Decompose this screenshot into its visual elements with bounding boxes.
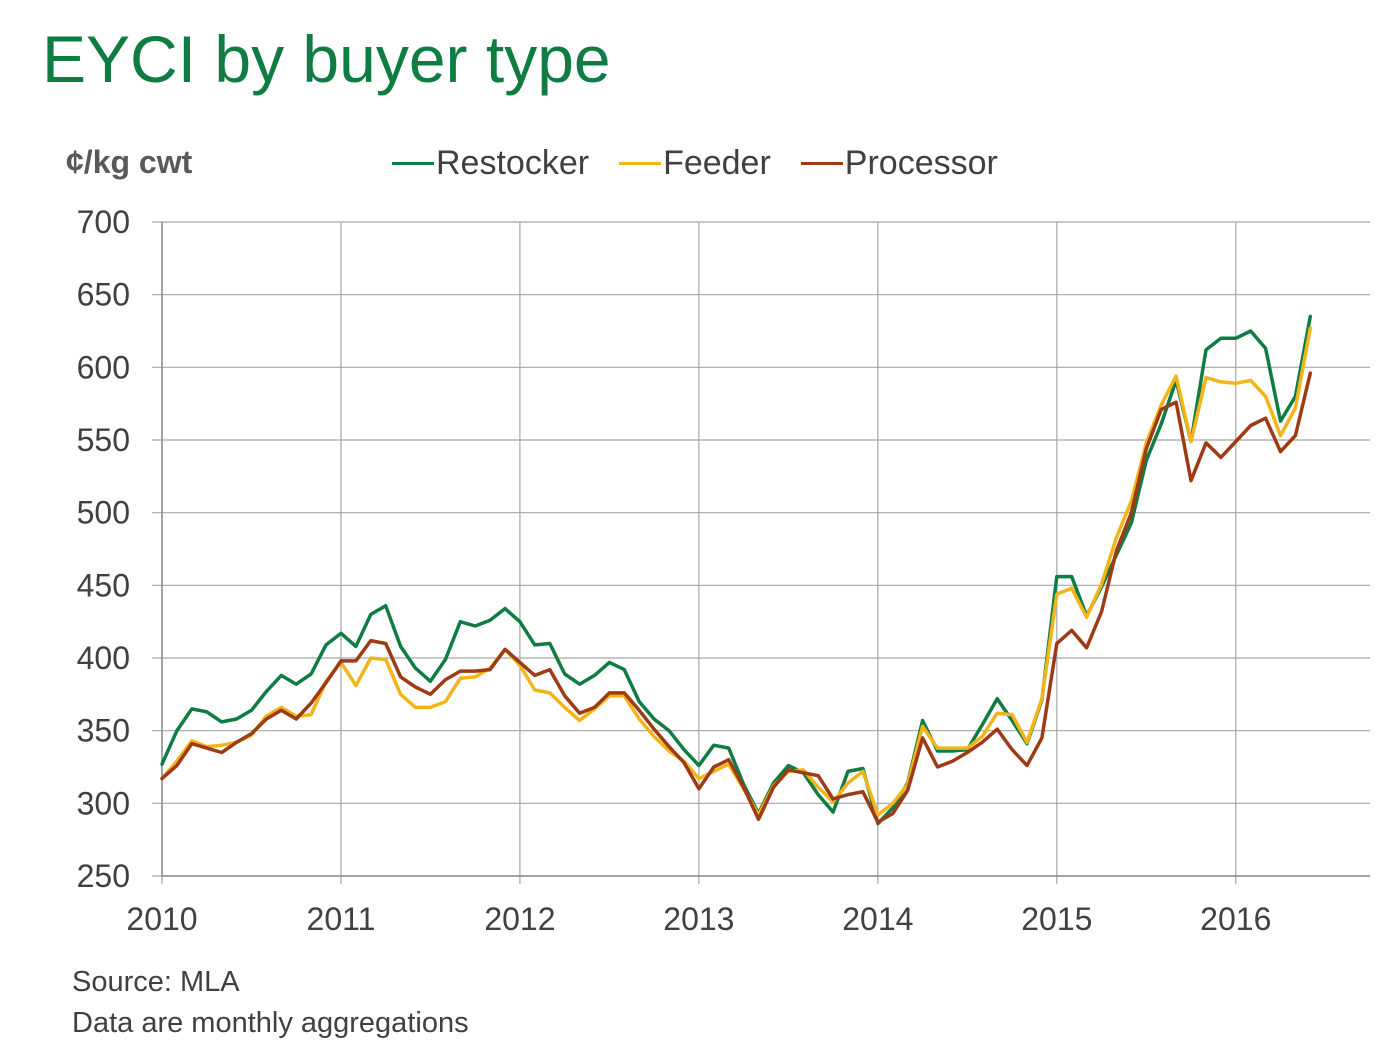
y-axis-ticks: 250 300 350 400 450 500 550 600 650 700 <box>77 204 130 894</box>
x-axis-ticks: 2010 2011 2012 2013 2014 2015 2016 <box>126 901 1271 937</box>
legend-item-processor: Processor <box>800 144 998 183</box>
x-tick-label: 2011 <box>307 901 376 937</box>
x-tick-label: 2015 <box>1021 901 1092 937</box>
y-tick-label: 250 <box>77 858 130 894</box>
y-tick-label: 550 <box>77 422 130 458</box>
y-axis-unit-label: ¢/kg cwt <box>66 144 193 180</box>
legend-label-processor: Processor <box>844 144 998 182</box>
y-tick-label: 450 <box>77 567 130 603</box>
series-line-feeder <box>160 326 1313 817</box>
x-tick-label: 2012 <box>484 901 555 937</box>
y-tick-label: 600 <box>77 349 130 385</box>
y-tick-label: 700 <box>77 204 130 240</box>
data-note-line: Data are monthly aggregations <box>72 1007 469 1039</box>
y-tick-label: 500 <box>77 495 130 531</box>
legend-item-feeder: Feeder <box>619 144 771 183</box>
page-title: EYCI by buyer type <box>42 22 611 96</box>
series-line-restocker <box>160 314 1313 826</box>
legend-item-restocker: Restocker <box>392 144 589 183</box>
legend-swatch-feeder <box>619 162 662 165</box>
x-tick-label: 2010 <box>126 901 197 937</box>
y-tick-label: 400 <box>77 640 130 676</box>
legend-label-feeder: Feeder <box>663 144 771 182</box>
source-line: Source: MLA <box>72 966 240 998</box>
legend-swatch-processor <box>800 162 843 165</box>
source-note: Source: MLA Data are monthly aggregation… <box>72 962 469 1044</box>
y-tick-label: 300 <box>77 785 130 821</box>
y-tick-label: 650 <box>77 277 130 313</box>
series-lines <box>160 314 1313 826</box>
x-tick-label: 2016 <box>1200 901 1271 937</box>
chart-grid <box>152 221 1370 884</box>
series-line-processor <box>160 371 1313 824</box>
legend-swatch-restocker <box>392 162 434 165</box>
legend-label-restocker: Restocker <box>436 144 590 182</box>
y-tick-label: 350 <box>77 713 130 749</box>
chart-legend: Restocker Feeder Processor <box>392 144 998 183</box>
x-tick-label: 2013 <box>663 901 734 937</box>
x-tick-label: 2014 <box>842 901 913 937</box>
